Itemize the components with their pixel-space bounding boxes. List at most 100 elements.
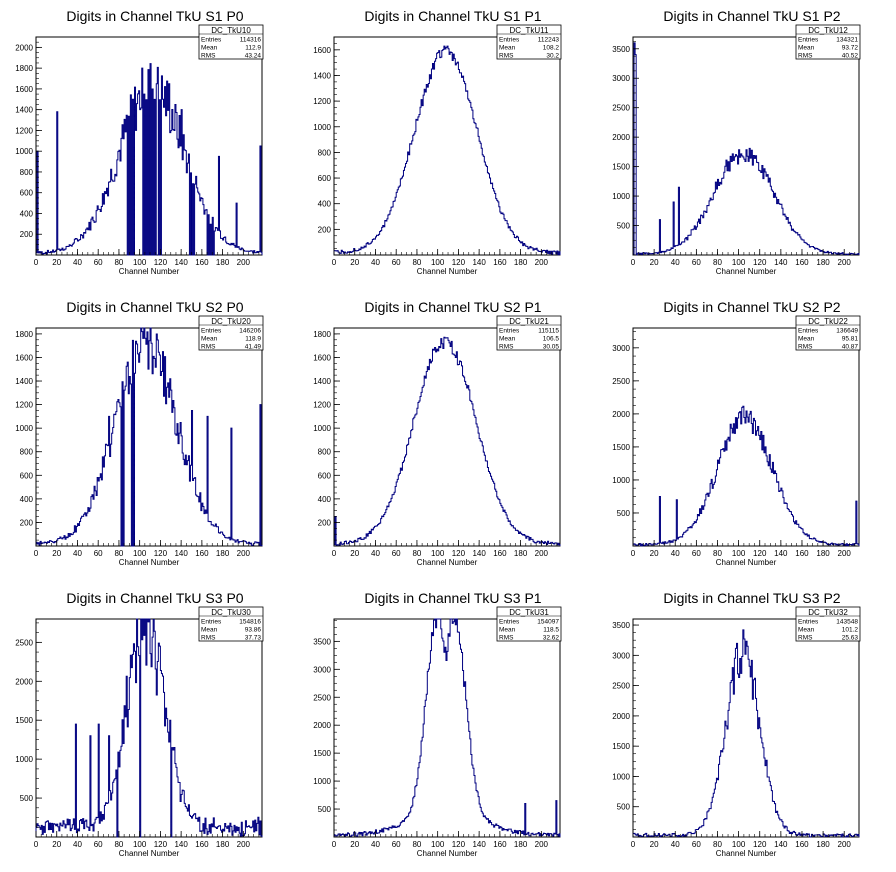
x-axis-label: Channel Number [417,849,478,858]
stats-key: Entries [499,619,520,626]
y-tick-label: 3000 [612,344,630,353]
stats-key: Entries [798,328,819,335]
stats-box [198,606,264,642]
y-tick-label: 2000 [612,133,630,142]
plot-frame [632,327,860,547]
histogram-series [35,618,263,838]
x-tick-label: 20 [52,549,61,558]
y-tick-label: 1000 [15,424,33,433]
x-tick-label: 60 [392,258,401,267]
histogram-panel: Digits in Channel TkU S3 P05001000150020… [15,590,264,858]
stats-value: 134321 [836,37,858,44]
y-tick-label: 2000 [612,712,630,721]
x-tick-label: 120 [753,840,767,849]
x-tick-label: 180 [816,840,830,849]
stats-name: DC_TkU11 [510,26,550,35]
stats-value: 118.9 [245,336,261,343]
x-tick-label: 20 [350,549,359,558]
y-tick-label: 400 [318,200,332,209]
stats-value: 143548 [836,619,858,626]
chart-title: Digits in Channel TkU S2 P0 [66,299,243,315]
x-tick-label: 0 [34,258,39,267]
histogram-series [333,45,561,256]
stats-box [795,315,861,351]
stats-value: 101.2 [842,627,859,634]
y-tick-label: 1000 [313,777,331,786]
x-tick-label: 20 [650,258,659,267]
y-tick-label: 1800 [15,64,33,73]
y-tick-label: 3000 [612,74,630,83]
stats-value: 114316 [240,37,262,44]
stats-box [198,315,264,351]
x-tick-label: 180 [514,549,528,558]
stats-name: DC_TkU22 [808,317,848,326]
x-tick-label: 0 [332,258,337,267]
x-tick-label: 20 [650,840,659,849]
x-tick-label: 200 [838,549,852,558]
y-tick-label: 1200 [15,401,33,410]
histogram-series [632,42,860,256]
x-tick-label: 180 [216,258,230,267]
stats-value: 154097 [537,619,559,626]
x-tick-label: 100 [133,549,147,558]
y-tick-label: 1000 [612,772,630,781]
x-axis-label: Channel Number [119,558,180,567]
stats-key: Mean [499,627,516,634]
y-tick-label: 1000 [612,476,630,485]
stats-box [496,24,562,60]
x-tick-label: 140 [472,840,486,849]
x-tick-label: 0 [332,549,337,558]
chart-title: Digits in Channel TkU S1 P1 [364,8,541,24]
y-tick-label: 1400 [313,71,331,80]
y-tick-label: 1500 [313,749,331,758]
histogram-panel: Digits in Channel TkU S1 P25001000150020… [612,8,861,276]
y-tick-label: 1000 [313,123,331,132]
x-tick-label: 0 [34,549,39,558]
y-tick-label: 600 [318,471,332,480]
x-tick-label: 100 [431,549,445,558]
chart-title: Digits in Channel TkU S1 P2 [663,8,840,24]
x-tick-label: 160 [195,258,209,267]
y-tick-label: 3000 [612,651,630,660]
x-tick-label: 20 [350,258,359,267]
y-tick-label: 1400 [15,377,33,386]
histogram-series [632,405,860,547]
stats-name: DC_TkU12 [808,26,848,35]
x-tick-label: 60 [94,258,103,267]
x-tick-label: 20 [52,840,61,849]
stats-key: RMS [499,635,514,642]
x-tick-label: 0 [34,840,39,849]
y-tick-label: 2500 [612,104,630,113]
x-tick-label: 80 [713,549,722,558]
x-axis-label: Channel Number [119,849,180,858]
y-tick-label: 2500 [313,693,331,702]
x-tick-label: 60 [692,840,701,849]
x-tick-label: 40 [671,258,680,267]
y-tick-label: 200 [20,230,34,239]
y-tick-label: 2000 [313,721,331,730]
chart-title: Digits in Channel TkU S3 P1 [364,590,541,606]
x-tick-label: 120 [753,549,767,558]
plot-frame [632,36,860,256]
stats-key: RMS [201,344,216,351]
x-axis-label: Channel Number [119,267,180,276]
x-tick-label: 100 [431,258,445,267]
y-tick-label: 2500 [612,682,630,691]
stats-name: DC_TkU31 [509,608,549,617]
plot-frame [35,327,263,547]
y-tick-label: 1000 [612,192,630,201]
y-tick-label: 1000 [15,147,33,156]
x-tick-label: 140 [774,840,788,849]
x-tick-label: 100 [732,840,746,849]
stats-box [795,606,861,642]
y-tick-label: 600 [318,174,332,183]
x-tick-label: 60 [392,549,401,558]
y-tick-label: 2500 [612,377,630,386]
stats-key: Mean [499,336,516,343]
y-tick-label: 1000 [15,755,33,764]
stats-key: RMS [201,635,216,642]
stats-value: 25.63 [842,635,859,642]
y-tick-label: 500 [617,509,631,518]
x-tick-label: 120 [154,258,168,267]
stats-key: RMS [201,53,216,60]
